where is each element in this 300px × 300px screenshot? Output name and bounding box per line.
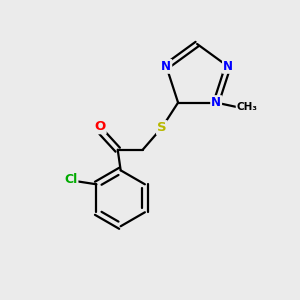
Text: O: O <box>94 120 106 133</box>
Text: S: S <box>157 121 167 134</box>
Text: N: N <box>223 60 233 73</box>
Text: N: N <box>161 60 171 73</box>
Text: N: N <box>211 96 221 109</box>
Text: Cl: Cl <box>64 173 77 186</box>
Text: CH₃: CH₃ <box>237 102 258 112</box>
